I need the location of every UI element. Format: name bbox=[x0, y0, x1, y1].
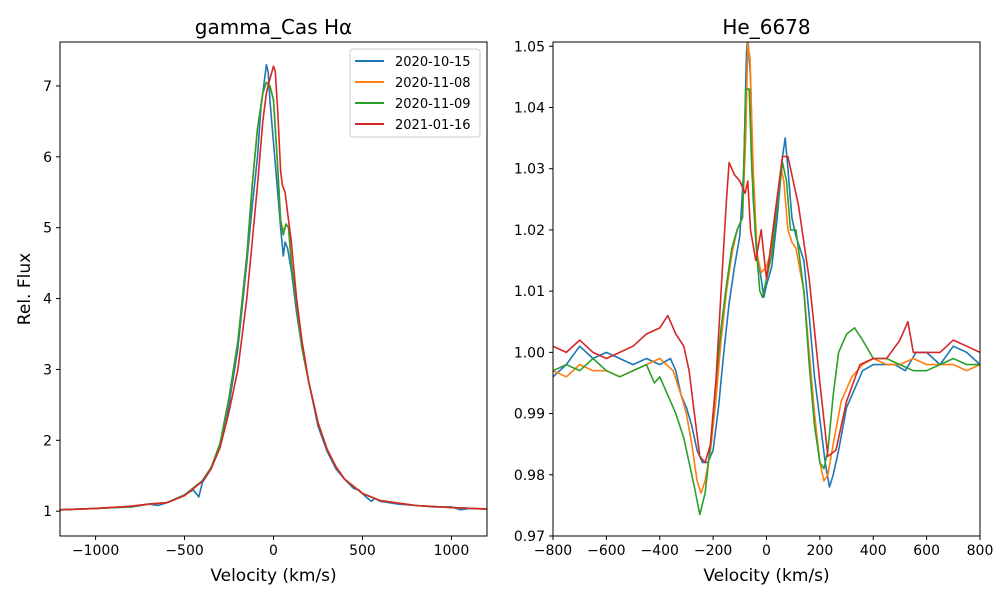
x-tick-label: 200 bbox=[807, 543, 834, 559]
legend-frame bbox=[349, 48, 481, 138]
x-tick-label: 800 bbox=[967, 543, 994, 559]
plot-2: −800 −600 −400 −200 0 200 400 600 800 0.97 0.98 0.9… bbox=[514, 15, 994, 586]
y-tick-label: 0.97 bbox=[514, 529, 545, 545]
y-tick-label: 1.01 bbox=[514, 284, 545, 300]
x-tick-label: −600 bbox=[587, 543, 625, 559]
x-tick-label: 500 bbox=[349, 543, 376, 559]
y-tick-label: 6 bbox=[43, 150, 52, 166]
y-tick-label: 1.05 bbox=[514, 39, 545, 55]
y-tick-label: 3 bbox=[43, 362, 52, 378]
chart-title: He_6678 bbox=[722, 15, 810, 39]
series-line-2020-11-09 bbox=[553, 88, 980, 516]
x-tick-label: 0 bbox=[762, 543, 771, 559]
x-tick-label: −400 bbox=[641, 543, 679, 559]
series-line-2020-10-15 bbox=[553, 42, 980, 488]
x-tick-label: 400 bbox=[860, 543, 887, 559]
x-tick-label: 1000 bbox=[434, 543, 470, 559]
x-tick-label: −200 bbox=[694, 543, 732, 559]
legend-label: 2020-10-15 bbox=[395, 55, 471, 70]
y-tick-label: 0.98 bbox=[514, 468, 545, 484]
y-tick-label: 7 bbox=[43, 79, 52, 95]
x-tick-label: 0 bbox=[269, 543, 278, 559]
x-tick-label: 600 bbox=[913, 543, 940, 559]
y-tick-label: 0.99 bbox=[514, 407, 545, 423]
axes-frame bbox=[552, 41, 981, 537]
y-tick-label: 1 bbox=[43, 504, 52, 520]
series-group bbox=[553, 42, 980, 516]
y-tick-label: 4 bbox=[43, 292, 52, 308]
y-axis-label: Rel. Flux bbox=[15, 253, 35, 325]
legend-label: 2020-11-09 bbox=[395, 97, 471, 112]
x-tick-label: −800 bbox=[534, 543, 572, 559]
legend-label: 2020-11-08 bbox=[395, 76, 471, 91]
y-tick-label: 2 bbox=[43, 433, 52, 449]
x-tick-label: −1000 bbox=[72, 543, 119, 559]
series-group bbox=[60, 63, 487, 511]
y-tick-label: 1.02 bbox=[514, 223, 545, 239]
y-tick-label: 1.04 bbox=[514, 100, 545, 116]
x-axis-label: Velocity (km/s) bbox=[210, 566, 336, 586]
chart-title: gamma_Cas Hα bbox=[195, 15, 352, 39]
y-tick-label: 5 bbox=[43, 221, 52, 237]
x-tick-label: −500 bbox=[165, 543, 203, 559]
legend-label: 2021-01-16 bbox=[395, 118, 471, 133]
x-axis-label: Velocity (km/s) bbox=[703, 566, 829, 586]
y-tick-label: 1.03 bbox=[514, 162, 545, 178]
series-line-2021-01-16 bbox=[60, 65, 487, 511]
legend: 2020-10-15 2020-11-08 2020-11-09 2021-01-16 bbox=[349, 48, 481, 138]
series-line-2021-01-16 bbox=[553, 155, 980, 464]
y-tick-label: 1.00 bbox=[514, 345, 545, 361]
plot-1: −1000 −500 0 500 1000 1 2 3 4 5 6 7 gamma_Cas Hα Velo… bbox=[15, 15, 488, 586]
series-line-2020-11-08 bbox=[553, 42, 980, 494]
